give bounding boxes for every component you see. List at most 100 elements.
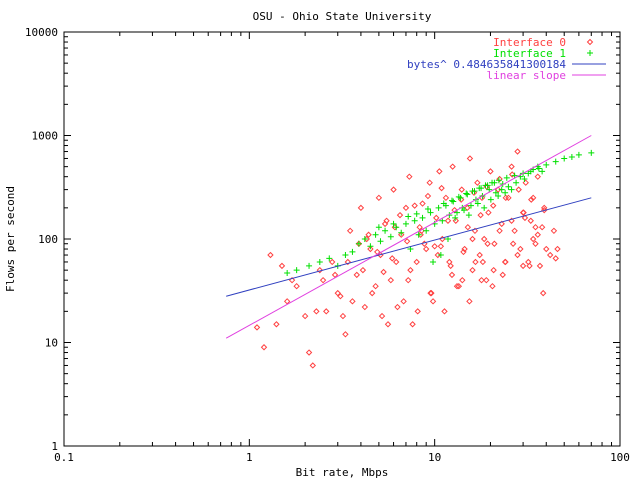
data-point: [452, 217, 459, 224]
data-point: [319, 276, 327, 284]
data-point: [521, 214, 529, 222]
data-point: [588, 149, 595, 156]
data-point: [536, 262, 544, 270]
data-point: [440, 200, 447, 207]
data-point: [428, 289, 435, 297]
x-tick-label: 1: [246, 451, 253, 464]
data-point: [438, 184, 445, 192]
data-point: [372, 282, 379, 290]
data-point: [539, 289, 547, 297]
legend-item: Interface 0: [493, 36, 594, 49]
data-point: [465, 212, 472, 219]
data-point: [508, 186, 515, 193]
data-point: [407, 266, 414, 274]
data-point: [479, 258, 487, 266]
data-point: [469, 235, 476, 243]
data-point: [337, 293, 344, 300]
data-point: [490, 266, 497, 274]
data-point: [511, 227, 518, 235]
chart-title: OSU - Ohio State University: [253, 10, 432, 23]
data-point: [415, 231, 422, 238]
data-point: [489, 282, 496, 290]
data-point: [414, 308, 421, 315]
data-point: [355, 240, 362, 247]
data-point: [435, 204, 442, 211]
data-point: [532, 223, 539, 231]
data-point: [460, 248, 467, 256]
data-point: [495, 177, 502, 184]
data-point: [357, 204, 365, 212]
data-point: [543, 161, 550, 168]
data-point: [467, 202, 474, 209]
data-point: [433, 214, 440, 222]
data-point: [305, 349, 313, 356]
data-point: [342, 252, 349, 259]
series-2: [226, 197, 592, 297]
data-point: [396, 211, 404, 219]
data-point: [413, 210, 420, 217]
data-point: [382, 227, 389, 234]
data-point: [519, 262, 527, 270]
data-point: [402, 220, 409, 227]
data-point: [464, 223, 472, 231]
data-point: [422, 245, 430, 253]
data-point: [521, 175, 528, 182]
data-point: [426, 179, 433, 186]
data-point: [427, 209, 434, 216]
data-point: [429, 298, 437, 305]
y-tick-label: 1000: [32, 130, 59, 143]
data-point: [453, 282, 461, 290]
data-point: [405, 213, 412, 220]
data-point: [365, 231, 372, 238]
data-point: [457, 196, 465, 203]
data-point: [477, 211, 484, 219]
data-point: [498, 186, 505, 193]
data-point: [406, 173, 413, 180]
data-point: [464, 191, 471, 198]
data-point: [381, 220, 389, 228]
data-point: [498, 220, 505, 228]
data-point: [380, 268, 387, 276]
data-point: [431, 243, 438, 250]
data-point: [455, 282, 463, 290]
x-axis-label: Bit rate, Mbps: [296, 466, 389, 479]
data-point: [552, 158, 559, 165]
data-point: [476, 185, 483, 192]
data-point: [313, 308, 320, 315]
data-point: [458, 186, 465, 193]
data-point: [448, 271, 456, 279]
data-point: [394, 303, 401, 311]
data-point: [293, 267, 300, 274]
y-tick-label: 10000: [25, 26, 58, 39]
data-point: [267, 251, 274, 259]
data-point: [436, 168, 443, 175]
data-point: [499, 271, 506, 279]
data-point: [503, 174, 510, 181]
data-point: [546, 251, 554, 259]
data-point: [403, 238, 411, 245]
data-point: [387, 233, 394, 240]
data-point: [515, 186, 522, 193]
data-point: [342, 331, 349, 338]
data-point: [447, 262, 454, 270]
data-point: [393, 224, 400, 231]
legend-item: Interface 1: [493, 47, 593, 60]
data-point: [474, 200, 481, 207]
data-point: [508, 171, 516, 178]
data-point: [309, 362, 317, 369]
data-point: [455, 193, 462, 200]
data-point: [359, 266, 367, 274]
series-line: [226, 197, 592, 297]
data-point: [260, 344, 268, 351]
data-point: [316, 258, 323, 265]
data-point: [328, 258, 336, 266]
data-point: [367, 243, 374, 250]
legend-label: bytes^ 0.484635841300184: [407, 58, 566, 71]
data-point: [367, 245, 374, 253]
series-line: [225, 135, 592, 339]
data-point: [437, 252, 444, 259]
data-point: [427, 289, 434, 297]
data-point: [491, 240, 498, 247]
data-point: [423, 227, 430, 234]
data-point: [532, 240, 539, 247]
